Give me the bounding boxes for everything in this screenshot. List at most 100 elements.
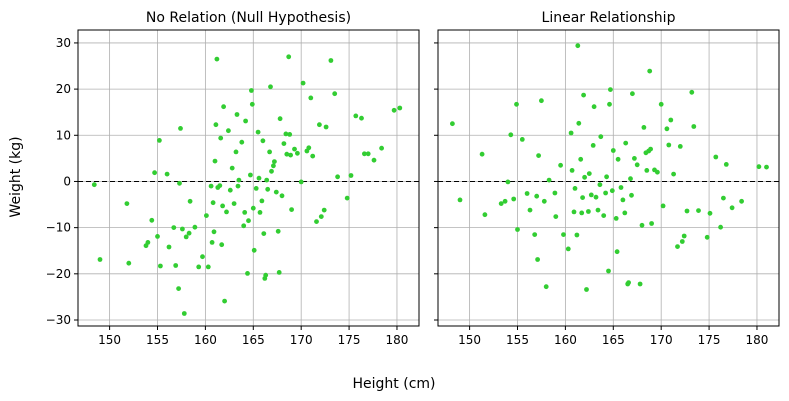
- data-point: [353, 113, 359, 119]
- data-point: [704, 234, 710, 240]
- data-point: [579, 210, 585, 216]
- data-point: [713, 154, 719, 160]
- y-tick-label: 10: [56, 128, 71, 142]
- data-point: [181, 311, 187, 316]
- data-point: [597, 182, 603, 188]
- data-point: [248, 172, 253, 178]
- data-point: [639, 222, 645, 228]
- data-point: [615, 156, 621, 162]
- data-point: [620, 197, 626, 203]
- data-point: [502, 198, 508, 204]
- x-tick-label: 160: [554, 333, 577, 347]
- data-point: [192, 224, 198, 230]
- data-point: [229, 165, 235, 171]
- data-point: [220, 203, 226, 209]
- data-point: [310, 153, 316, 159]
- data-point: [718, 224, 723, 230]
- data-point: [568, 130, 574, 136]
- data-point: [152, 170, 158, 176]
- y-tick-label: −30: [46, 313, 71, 327]
- data-point: [664, 126, 670, 132]
- data-point: [668, 117, 674, 123]
- data-point: [691, 124, 697, 129]
- data-point: [535, 257, 540, 262]
- data-point: [601, 213, 607, 219]
- data-point: [574, 232, 580, 238]
- data-point: [286, 54, 292, 60]
- data-point: [450, 121, 455, 127]
- data-point: [598, 134, 604, 140]
- data-point: [256, 175, 262, 181]
- data-point: [227, 187, 233, 193]
- data-point: [218, 135, 224, 141]
- data-point: [158, 263, 163, 269]
- data-point: [729, 205, 735, 211]
- data-point: [684, 208, 690, 214]
- data-point: [362, 151, 367, 157]
- data-point: [586, 171, 592, 177]
- data-point: [609, 188, 615, 194]
- data-point: [348, 173, 354, 178]
- data-point: [265, 186, 271, 192]
- data-point: [344, 195, 350, 201]
- data-point: [212, 158, 218, 164]
- data-point: [582, 174, 587, 180]
- data-point: [200, 254, 205, 260]
- data-point: [628, 176, 633, 182]
- data-point: [271, 163, 276, 169]
- data-point: [584, 287, 589, 292]
- data-point: [196, 264, 202, 270]
- data-point: [603, 190, 608, 196]
- data-point: [209, 240, 215, 245]
- data-point: [649, 221, 654, 226]
- data-point: [245, 271, 250, 276]
- data-point: [613, 216, 619, 221]
- data-point: [323, 124, 329, 130]
- data-point: [666, 142, 672, 148]
- data-point: [241, 223, 247, 229]
- data-point: [647, 68, 653, 74]
- data-point: [721, 195, 726, 201]
- data-point: [224, 209, 229, 215]
- data-point: [558, 162, 563, 168]
- data-point: [183, 234, 189, 240]
- data-point: [221, 104, 227, 110]
- data-point: [648, 146, 653, 152]
- data-point: [210, 200, 216, 206]
- x-tick-label: 150: [458, 333, 481, 347]
- data-point: [157, 138, 162, 143]
- data-point: [275, 228, 281, 234]
- data-point: [626, 280, 631, 285]
- data-point: [166, 244, 172, 250]
- data-point: [681, 233, 687, 239]
- data-point: [689, 89, 695, 95]
- right-panel: 150 155 160 165 170 175 180 Linear Relationship: [434, 10, 780, 347]
- data-point: [508, 132, 514, 138]
- data-point: [205, 264, 211, 270]
- data-point: [561, 232, 566, 238]
- data-point: [178, 125, 183, 131]
- x-tick-label: 170: [290, 333, 313, 347]
- data-point: [276, 270, 282, 275]
- data-point: [317, 122, 322, 128]
- data-point: [208, 183, 214, 189]
- data-point: [300, 80, 306, 86]
- data-point: [314, 219, 319, 225]
- data-point: [515, 227, 520, 232]
- data-point: [586, 209, 591, 214]
- data-point: [534, 193, 540, 199]
- data-point: [281, 141, 287, 147]
- data-point: [306, 145, 312, 151]
- data-point: [91, 182, 97, 188]
- data-point: [569, 168, 575, 173]
- y-tick-label: 0: [63, 174, 71, 188]
- x-tick-label: 165: [602, 333, 625, 347]
- data-point: [171, 225, 177, 231]
- data-point: [332, 91, 338, 97]
- data-point: [226, 128, 231, 134]
- x-tick-label: 165: [242, 333, 265, 347]
- data-point: [295, 150, 300, 156]
- x-tick-label: 175: [698, 333, 721, 347]
